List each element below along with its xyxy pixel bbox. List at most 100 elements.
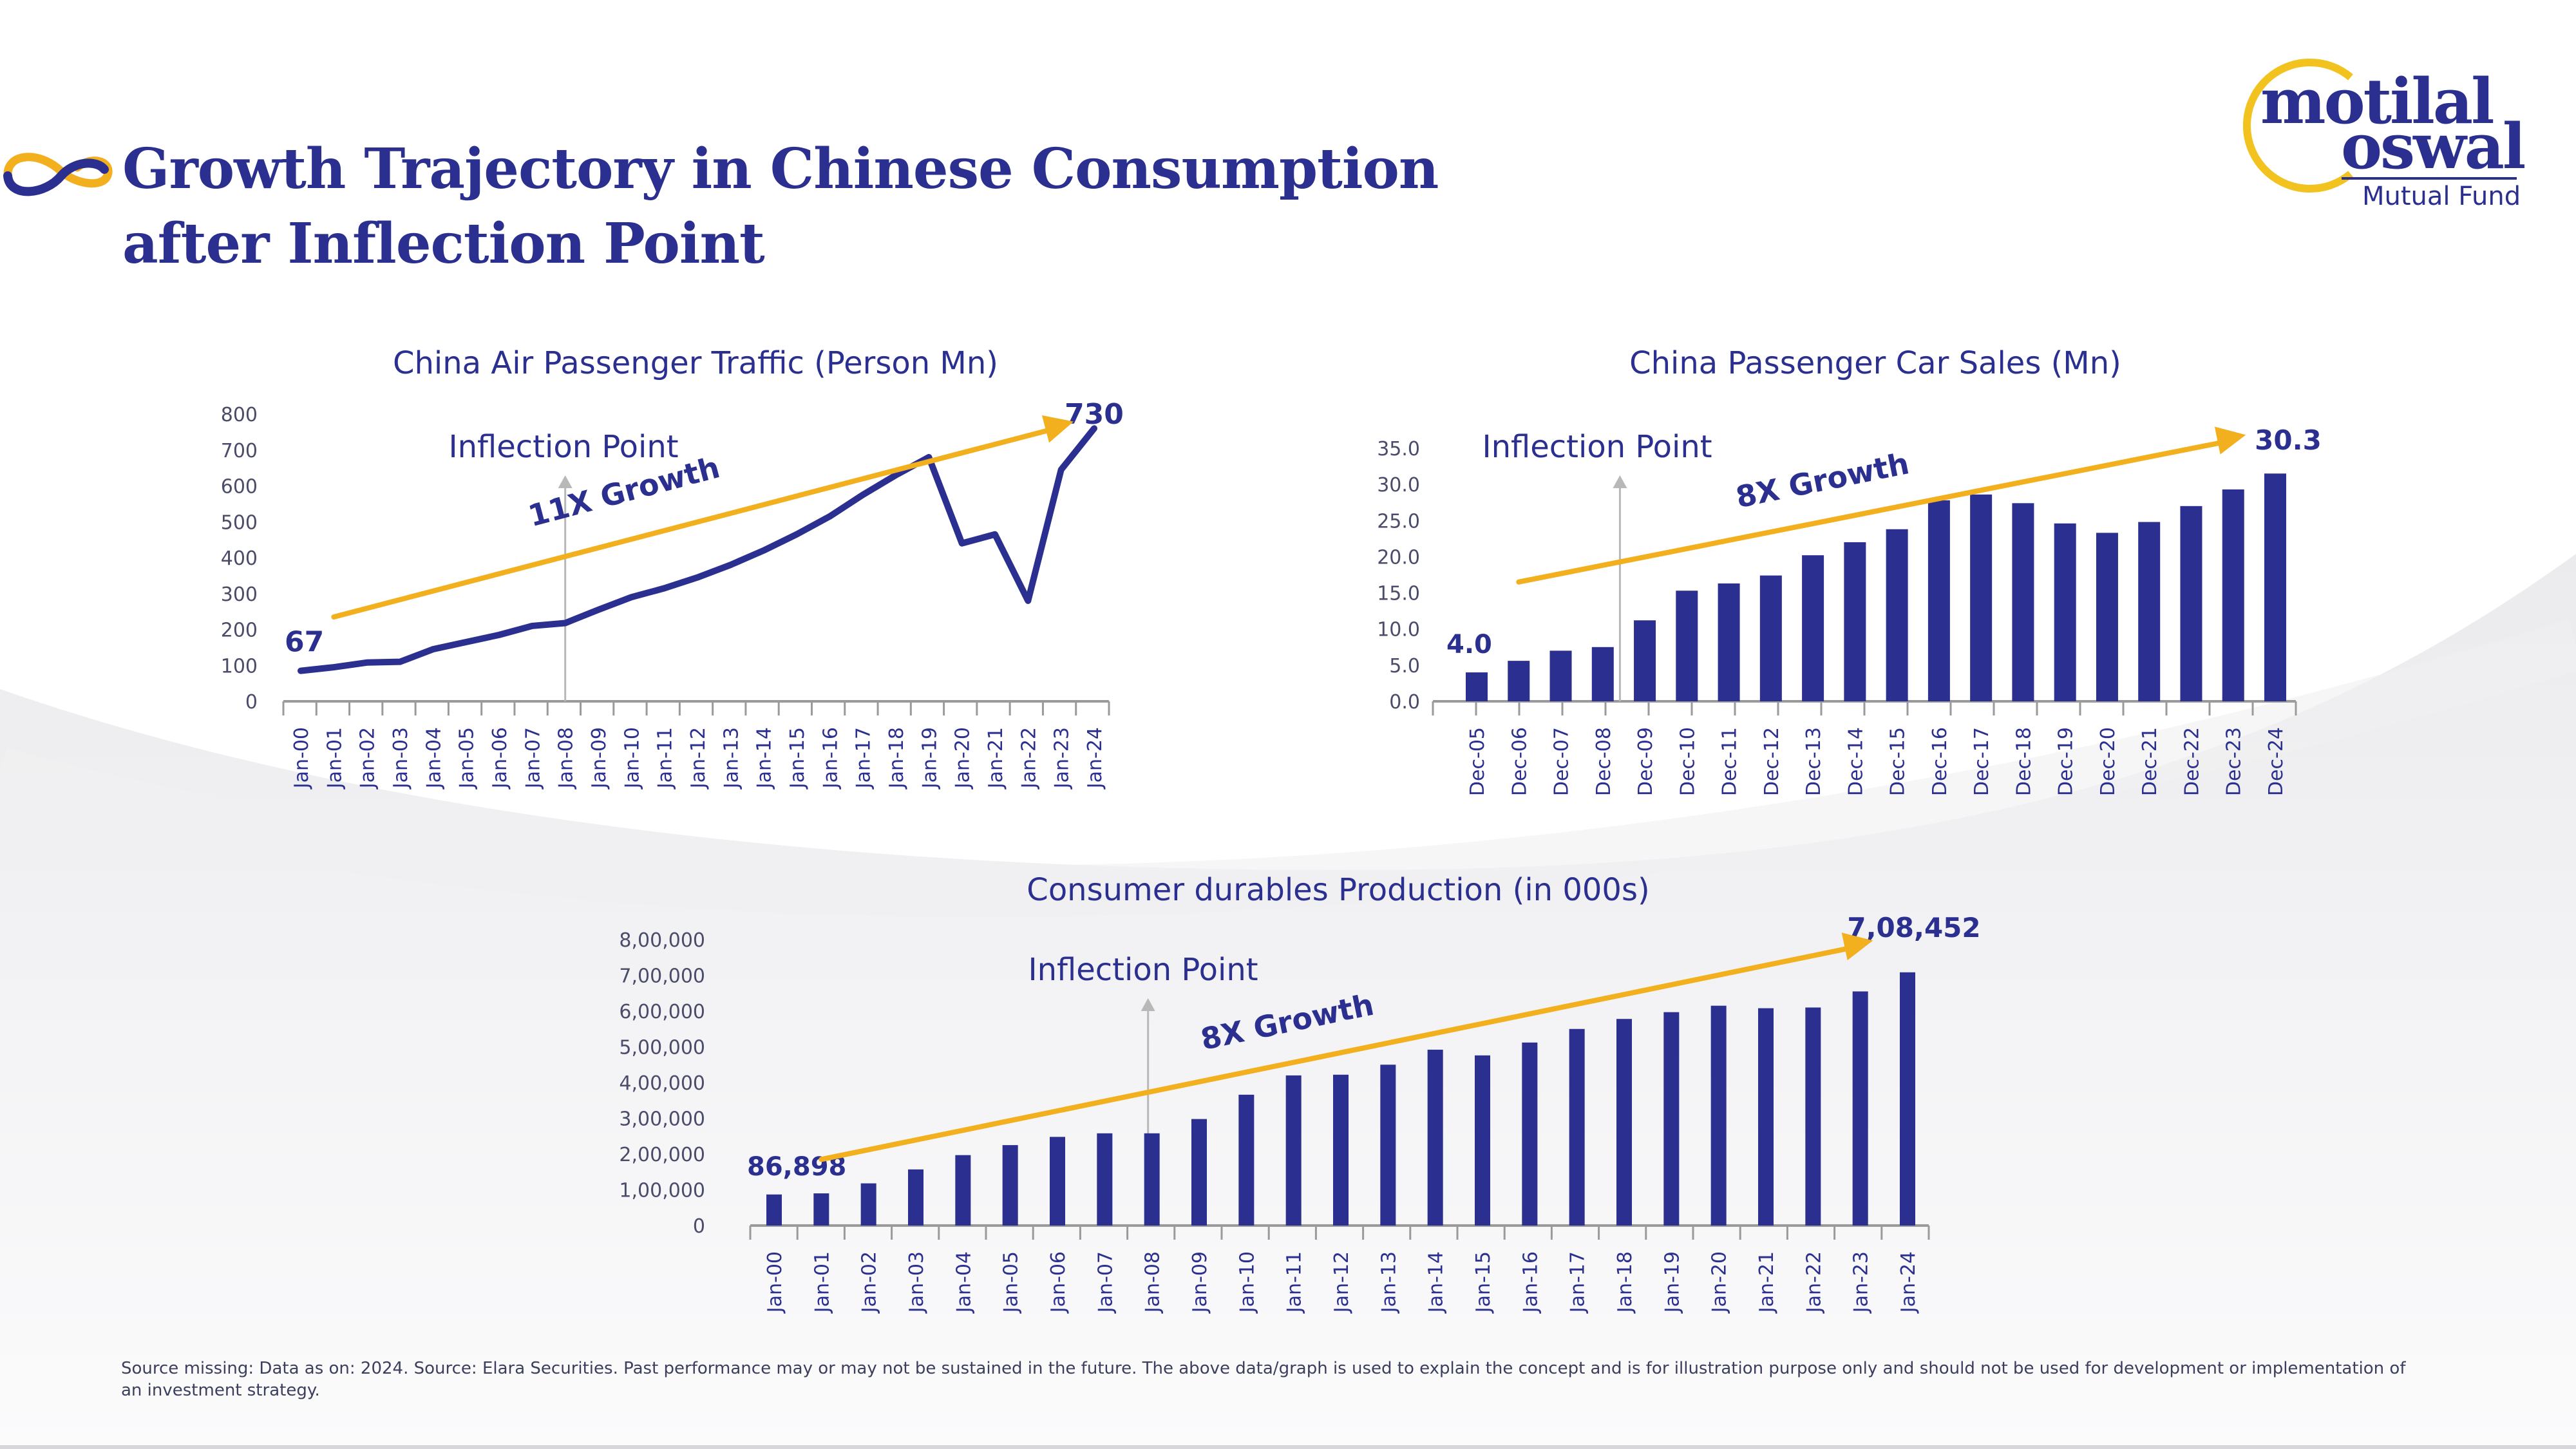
car-x-tick-label: Dec-15 — [1887, 727, 1909, 796]
air-growth-arrowhead-icon — [1041, 415, 1074, 443]
durables-x-tick-label: Jan-08 — [1142, 1251, 1164, 1314]
car-end-label: 30.3 — [2255, 424, 2322, 456]
car-bar — [1508, 661, 1530, 701]
air-x-tick-label: Jan-23 — [1051, 727, 1074, 790]
car-x-tick-label: Dec-10 — [1676, 727, 1699, 796]
car-x-tick-label: Dec-12 — [1761, 727, 1783, 796]
durables-bar — [1380, 1065, 1396, 1226]
car-y-tick-label: 30.0 — [1377, 474, 1420, 497]
car-x-tick-label: Dec-17 — [1971, 727, 1993, 796]
air-x-tick-label: Jan-21 — [985, 727, 1007, 790]
car-y-tick-label: 25.0 — [1377, 510, 1420, 533]
durables-x-tick-label: Jan-15 — [1472, 1251, 1495, 1314]
car-growth-arrow — [1516, 440, 2224, 585]
air-inflection-arrowhead-icon — [558, 475, 573, 488]
car-bar — [1886, 529, 1908, 701]
air-x-tick-label: Jan-01 — [323, 727, 346, 790]
car-x-tick-label: Dec-08 — [1593, 727, 1615, 796]
durables-bar — [1285, 1075, 1302, 1226]
durables-chart-title: Consumer durables Production (in 000s) — [1027, 872, 1649, 908]
durables-bar — [1238, 1094, 1255, 1226]
durables-growth-label: 8X Growth — [1198, 987, 1377, 1057]
logo-subtitle: Mutual Fund — [2362, 182, 2521, 211]
car-bar — [1718, 583, 1740, 701]
durables-x-tick-label: Jan-24 — [1897, 1251, 1920, 1314]
car-bar — [1591, 647, 1614, 701]
durables-x-tick-label: Jan-14 — [1425, 1251, 1448, 1314]
car-x-tick-label: Dec-14 — [1844, 727, 1867, 796]
air-x-tick-label: Jan-19 — [918, 727, 941, 790]
durables-y-tick-label: 4,00,000 — [619, 1072, 705, 1095]
durables-bar — [860, 1183, 876, 1226]
car-bar — [2222, 489, 2244, 701]
logo-word-motilal: motilal — [2260, 65, 2495, 138]
car-inflection-arrowhead-icon — [1613, 475, 1627, 488]
air-y-tick-label: 600 — [221, 476, 258, 498]
car-x-tick-label: Dec-09 — [1634, 727, 1657, 796]
durables-x-tick-label: Jan-09 — [1189, 1251, 1211, 1314]
durables-bar — [955, 1155, 971, 1226]
durables-growth-arrow — [819, 945, 1852, 1162]
air-x-tick-label: Jan-12 — [687, 727, 710, 790]
durables-bar — [1097, 1133, 1113, 1226]
durables-bar — [1191, 1119, 1207, 1226]
car-bar — [2012, 503, 2034, 701]
durables-bar — [1616, 1019, 1632, 1226]
durables-bar — [1333, 1074, 1349, 1226]
air-growth-arrow — [331, 427, 1052, 620]
car-bar — [1970, 494, 1993, 701]
durables-x-tick-label: Jan-12 — [1331, 1251, 1353, 1314]
durables-y-tick-label: 2,00,000 — [619, 1144, 705, 1166]
durables-bar — [1050, 1137, 1065, 1226]
durables-bar — [1522, 1042, 1538, 1226]
durables-bar — [1427, 1049, 1443, 1226]
car-y-tick-label: 0.0 — [1389, 691, 1420, 714]
car-x-tick-label: Dec-05 — [1466, 727, 1489, 796]
durables-x-tick-label: Jan-00 — [764, 1251, 786, 1314]
durables-y-tick-label: 7,00,000 — [619, 965, 705, 988]
durables-y-tick-label: 1,00,000 — [619, 1180, 705, 1202]
durables-x-tick-label: Jan-06 — [1047, 1251, 1070, 1314]
car-x-tick-label: Dec-13 — [1803, 727, 1825, 796]
car-bar — [1759, 575, 1782, 701]
air-x-tick-label: Jan-03 — [390, 727, 412, 790]
durables-x-tick-label: Jan-10 — [1236, 1251, 1258, 1314]
air-end-label: 730 — [1065, 398, 1124, 431]
air-chart-title: China Air Passenger Traffic (Person Mn) — [393, 345, 998, 381]
air-x-tick-label: Jan-22 — [1018, 727, 1040, 790]
durables-x-tick-label: Jan-17 — [1567, 1251, 1589, 1314]
car-bar — [1549, 650, 1572, 701]
durables-bar — [1852, 991, 1868, 1226]
car-x-tick-label: Dec-18 — [2012, 727, 2035, 796]
air-x-tick-label: Jan-16 — [819, 727, 842, 790]
air-y-tick-label: 100 — [221, 655, 258, 677]
durables-inflection-label: Inflection Point — [1028, 952, 1258, 988]
car-bar — [1634, 620, 1656, 701]
durables-bar — [1900, 972, 1915, 1226]
car-y-tick-label: 35.0 — [1377, 438, 1420, 460]
air-y-tick-label: 400 — [221, 547, 258, 570]
car-x-tick-label: Dec-19 — [2055, 727, 2078, 796]
title-line-1: Growth Trajectory in Chinese Consumption — [122, 137, 1439, 202]
air-x-tick-label: Jan-02 — [357, 727, 379, 790]
car-start-label: 4.0 — [1446, 630, 1492, 659]
durables-y-tick-label: 0 — [693, 1215, 705, 1238]
logo-word-oswal: oswal — [2341, 110, 2526, 183]
car-bar — [2180, 506, 2202, 701]
air-x-tick-label: Jan-00 — [290, 727, 313, 790]
car-bar — [1802, 555, 1824, 701]
infinity-swirl-icon — [3, 153, 113, 196]
car-x-tick-label: Dec-24 — [2265, 727, 2287, 796]
durables-x-tick-label: Jan-03 — [905, 1251, 928, 1314]
air-x-tick-label: Jan-08 — [555, 727, 578, 790]
durables-y-tick-label: 5,00,000 — [619, 1037, 705, 1059]
durables-y-tick-label: 3,00,000 — [619, 1108, 705, 1131]
durables-bar — [1710, 1005, 1727, 1226]
car-bar — [1466, 672, 1488, 701]
durables-x-tick-label: Jan-04 — [952, 1251, 975, 1314]
air-x-tick-label: Jan-15 — [786, 727, 809, 790]
durables-end-label: 7,08,452 — [1847, 912, 1980, 943]
car-bar — [2054, 523, 2076, 701]
car-x-tick-label: Dec-21 — [2139, 727, 2161, 796]
